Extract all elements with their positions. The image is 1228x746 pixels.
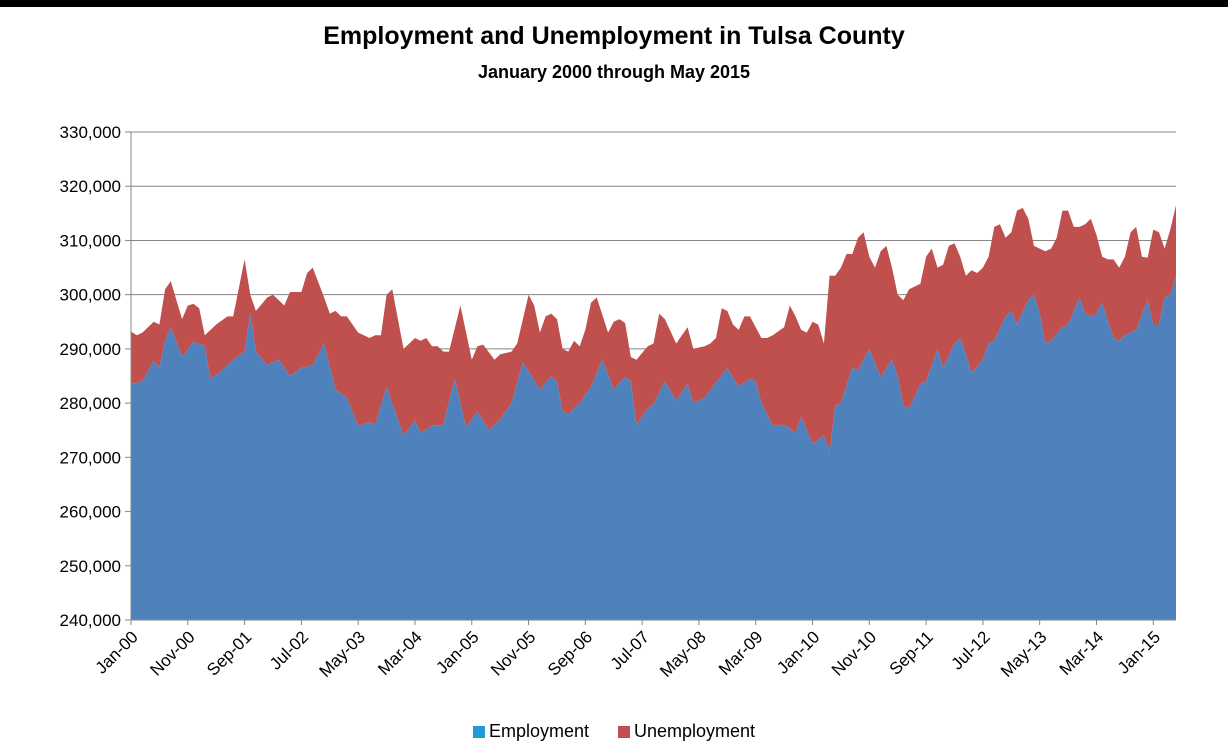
x-tick-label: Jan-00: [92, 627, 142, 677]
x-tick-label: Jul-12: [948, 627, 994, 673]
x-tick-label: Jan-15: [1114, 627, 1164, 677]
x-axis-tick-labels: Jan-00 Nov-00 Sep-01 Jul-02 May-03 Mar-04 Jan-…: [92, 627, 1164, 681]
x-tick-label: May-13: [997, 627, 1051, 681]
chart-subtitle: January 2000 through May 2015: [477, 62, 751, 82]
y-axis-tick-labels: 240,000 250,000 260,000 270,000 280,000 290,0…: [60, 123, 121, 630]
legend-swatch-unemployment: [618, 726, 630, 738]
legend-item-unemployment: Unemployment: [618, 721, 755, 742]
area-employment: [131, 275, 1176, 620]
legend-label-unemployment: Unemployment: [634, 721, 756, 741]
legend-item-employment: Employment: [472, 721, 589, 742]
x-tick-label: Sep-06: [544, 627, 596, 679]
axes: [130, 132, 1176, 625]
x-tick-label: May-03: [315, 627, 369, 681]
x-tick-label: Mar-09: [715, 627, 767, 679]
area-unemployment: [131, 205, 1176, 452]
y-tick-label: 320,000: [60, 177, 121, 196]
x-tick-label: Nov-05: [487, 627, 539, 679]
legend-swatch-employment: [472, 726, 485, 738]
y-tick-label: 260,000: [60, 503, 121, 522]
x-tick-label: Nov-00: [146, 627, 198, 679]
y-tick-label: 290,000: [60, 340, 121, 359]
y-tick-label: 310,000: [60, 231, 121, 250]
y-tick-label: 330,000: [60, 123, 121, 142]
area-series: [131, 205, 1176, 620]
x-tick-label: Jul-07: [607, 627, 653, 673]
x-tick-label: Jan-10: [773, 627, 823, 677]
x-tick-label: Jan-05: [432, 627, 482, 677]
x-tick-label: Sep-01: [203, 627, 255, 679]
y-tick-label: 280,000: [60, 394, 121, 413]
x-tick-label: Mar-04: [374, 627, 426, 679]
y-tick-label: 300,000: [60, 286, 121, 305]
x-tick-label: May-08: [656, 627, 710, 681]
y-tick-label: 250,000: [60, 557, 121, 576]
x-tick-label: Sep-11: [886, 627, 937, 678]
chart-title: Employment and Unemployment in Tulsa Cou…: [323, 22, 905, 50]
legend: Employment Unemployment: [0, 721, 1228, 742]
y-tick-label: 270,000: [60, 448, 121, 467]
x-tick-label: Mar-14: [1056, 627, 1108, 679]
top-border-bar: [0, 0, 1228, 7]
x-tick-label: Jul-02: [266, 627, 312, 673]
y-tick-label: 240,000: [60, 611, 121, 630]
legend-label-employment: Employment: [488, 721, 589, 741]
x-tick-label: Nov-10: [828, 627, 880, 679]
